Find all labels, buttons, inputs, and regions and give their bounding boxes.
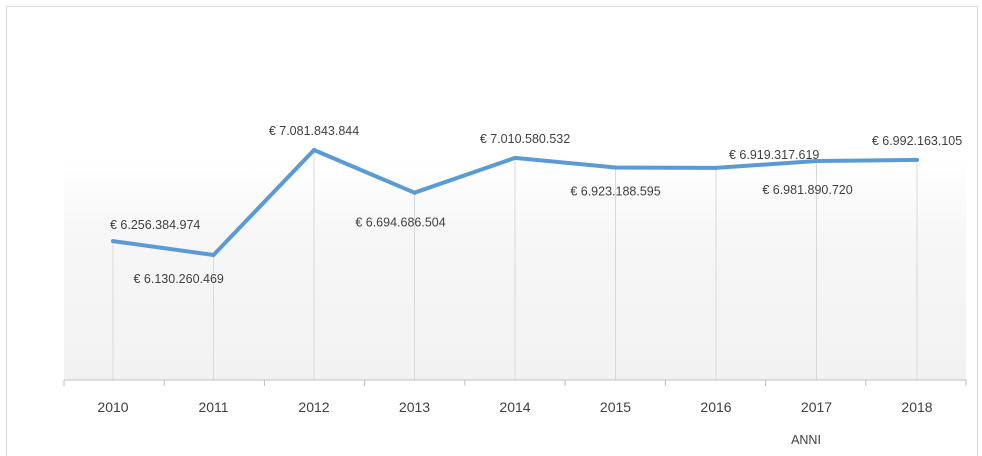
data-point	[211, 253, 216, 257]
x-tick-labels: 2010 2011 2012 2013 2014 2015 2016 2017 2018	[97, 399, 932, 415]
data-point	[111, 239, 115, 244]
x-tick-label: 2017	[801, 399, 832, 415]
x-tick-label: 2010	[97, 399, 128, 415]
data-label: € 7.010.580.532	[480, 132, 570, 146]
data-point	[412, 190, 417, 195]
x-tick-label: 2011	[198, 399, 228, 415]
data-point	[613, 165, 618, 170]
data-label: € 6.694.686.504	[355, 216, 445, 230]
data-point	[312, 148, 316, 152]
chart-frame	[6, 6, 978, 456]
x-tick-label: 2013	[399, 399, 430, 415]
x-tick-label: 2016	[700, 399, 731, 415]
drop-lines	[112, 150, 918, 380]
data-label: € 6.919.317.619	[729, 148, 819, 162]
data-label: € 6.923.188.595	[570, 185, 660, 199]
data-label: € 6.256.384.974	[110, 218, 200, 232]
data-label: € 6.981.890.720	[762, 183, 852, 197]
x-tick-label: 2012	[298, 399, 329, 415]
x-tick-label: 2015	[600, 399, 631, 415]
data-point	[915, 157, 919, 162]
data-label: € 6.130.260.469	[134, 272, 224, 286]
x-tick-label: 2014	[499, 399, 530, 415]
data-point	[814, 159, 819, 164]
x-tick-label: 2018	[901, 399, 932, 415]
data-labels: € 6.256.384.974 € 6.130.260.469 € 7.081.84…	[110, 124, 962, 286]
data-point	[714, 165, 718, 170]
data-point	[513, 155, 517, 160]
data-label: € 6.992.163.105	[872, 134, 962, 148]
x-axis-title: ANNI	[791, 433, 821, 447]
data-label: € 7.081.843.844	[269, 124, 359, 138]
series	[111, 148, 919, 257]
x-axis	[63, 379, 967, 386]
